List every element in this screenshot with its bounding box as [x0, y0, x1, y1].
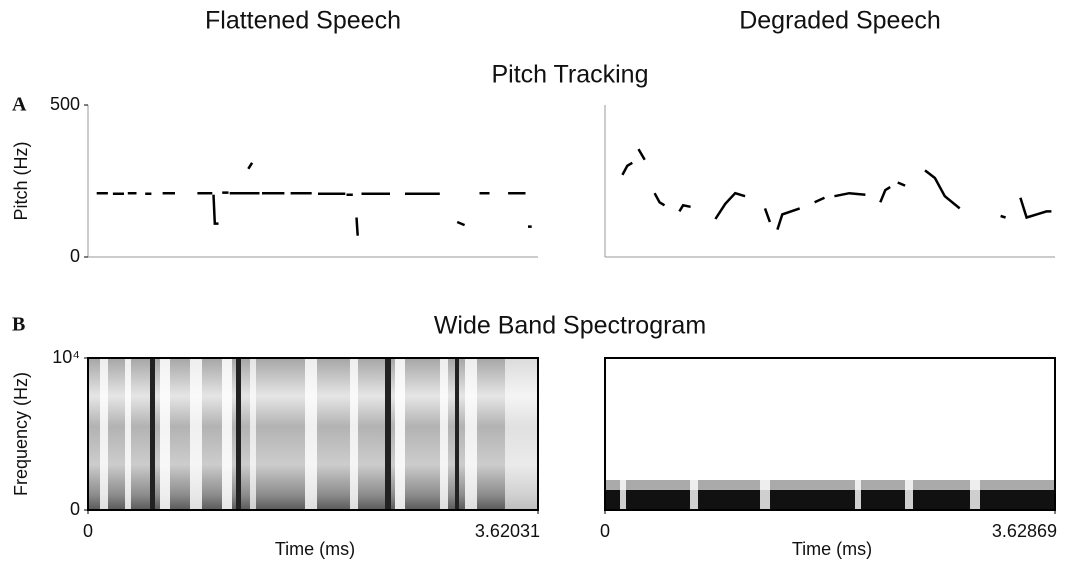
- x-tick-label: 0: [600, 521, 610, 541]
- y-tick-label: 500: [50, 94, 80, 114]
- column-title: Flattened Speech: [205, 7, 401, 35]
- pitch-line: [96, 162, 532, 236]
- y-tick-label: 0: [70, 499, 80, 519]
- y-axis-label: Frequency (Hz): [11, 372, 31, 496]
- section-title: Pitch Tracking: [491, 61, 648, 89]
- x-axis-label: Time (ms): [275, 539, 355, 559]
- spectrogram-image: [88, 358, 1055, 510]
- panel-label: A: [12, 94, 27, 116]
- x-tick-label: 3.62031: [475, 521, 540, 541]
- y-axis-label: Pitch (Hz): [11, 141, 31, 220]
- y-tick-label: 10⁴: [52, 347, 80, 367]
- plot-frame: [87, 357, 539, 511]
- section-title: Wide Band Spectrogram: [434, 312, 706, 340]
- x-tick-label: 3.62869: [992, 521, 1057, 541]
- x-tick-label: 0: [83, 521, 93, 541]
- y-tick-label: 0: [70, 246, 80, 266]
- pitch-line: [621, 148, 1052, 230]
- panel-label: B: [12, 314, 25, 336]
- plot-frame: [604, 357, 1056, 511]
- x-axis-label: Time (ms): [792, 539, 872, 559]
- column-title: Degraded Speech: [739, 7, 941, 35]
